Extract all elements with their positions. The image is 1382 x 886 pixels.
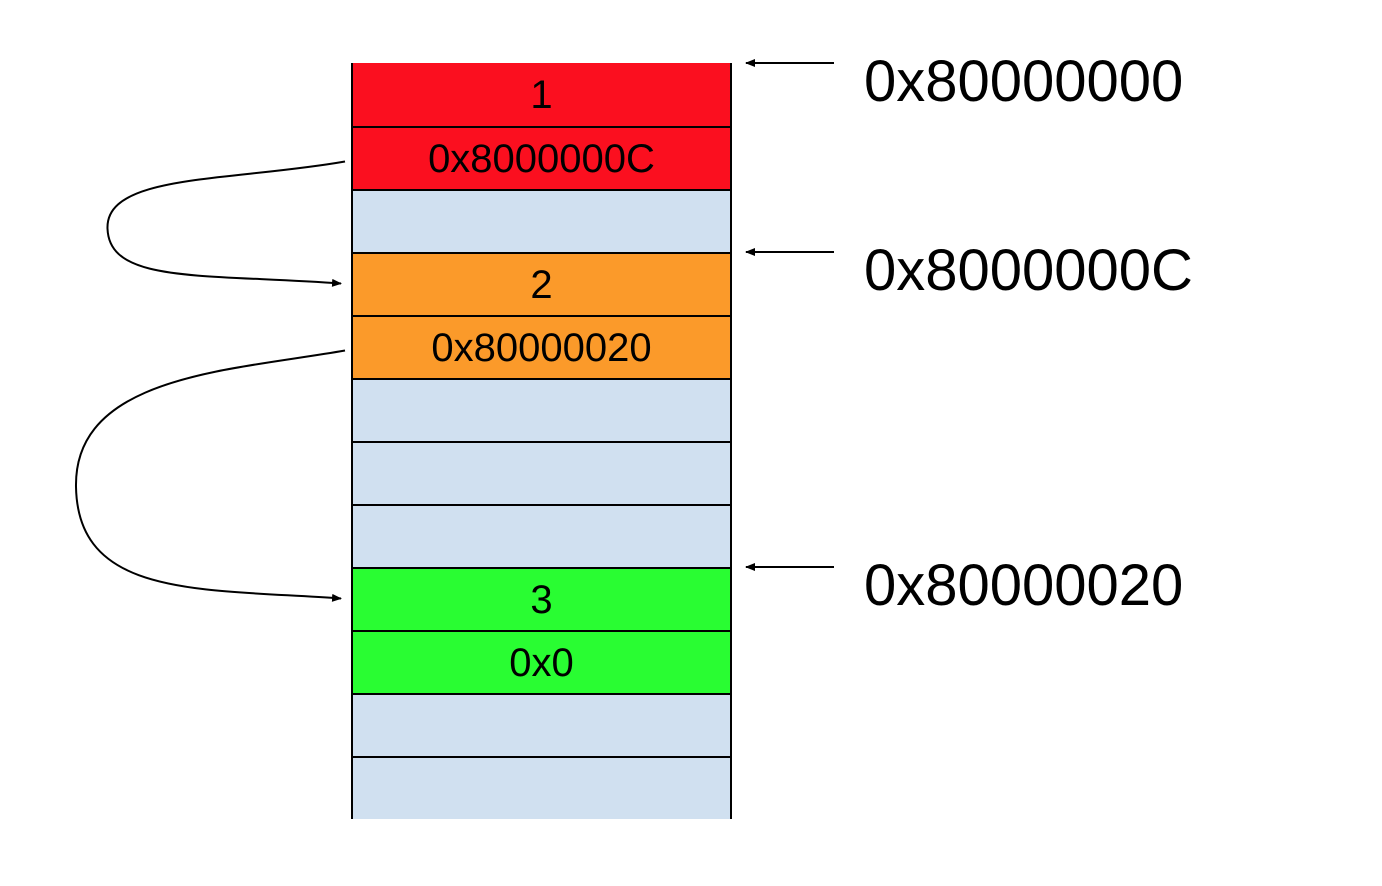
memory-cell: 0x8000000C [353,126,730,189]
memory-cell [353,693,730,756]
memory-cell [353,504,730,567]
memory-cell [353,756,730,819]
next-pointer-arrow [106,160,346,287]
address-label: 0x8000000C [864,238,1193,303]
next-pointer-arrow [74,349,346,602]
address-label: 0x80000020 [864,553,1184,618]
address-label: 0x80000000 [864,49,1184,114]
memory-cell: 0x0 [353,630,730,693]
memory-cell [353,441,730,504]
linked-list-arrows [74,160,346,602]
memory-cell: 0x80000020 [353,315,730,378]
memory-cell [353,378,730,441]
memory-cell [353,189,730,252]
memory-cell: 2 [353,252,730,315]
memory-cell: 3 [353,567,730,630]
memory-block: 1 0x8000000C 2 0x80000020 3 0x0 [351,63,732,819]
address-pointer-arrows [745,59,834,571]
memory-cell: 1 [353,63,730,126]
